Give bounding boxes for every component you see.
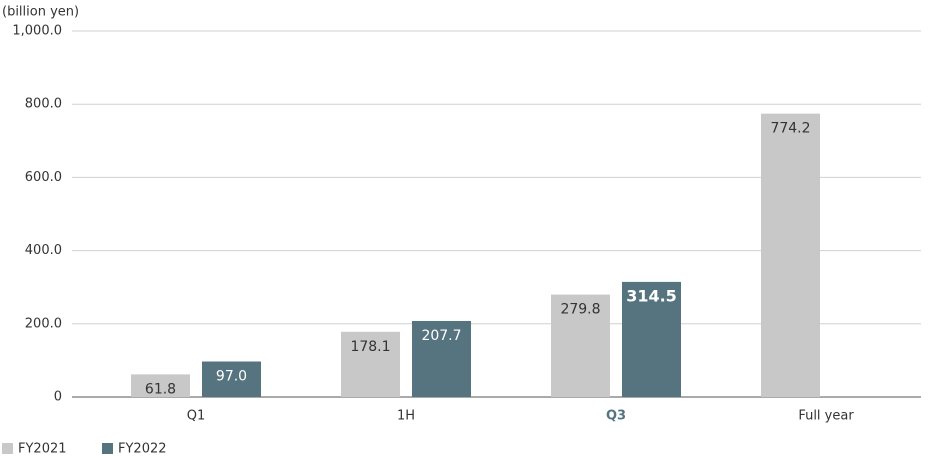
bar xyxy=(412,320,471,397)
value-label: 774.2 xyxy=(770,121,810,137)
legend-swatch xyxy=(102,443,113,454)
legend-label: FY2021 xyxy=(18,442,67,456)
value-label: 97.0 xyxy=(216,368,247,384)
y-tick-label: 600.0 xyxy=(25,170,62,185)
y-tick-label: 1,000.0 xyxy=(12,24,62,39)
bar xyxy=(622,281,681,397)
y-tick-label: 800.0 xyxy=(25,97,62,112)
bar xyxy=(341,331,400,397)
bar xyxy=(202,361,261,397)
x-tick-label: 1H xyxy=(397,409,415,424)
legend-label: FY2022 xyxy=(118,442,167,456)
value-label: 61.8 xyxy=(145,381,176,397)
y-tick-label: 400.0 xyxy=(25,243,62,258)
bar xyxy=(131,374,190,397)
x-tick-label: Q3 xyxy=(606,409,626,424)
value-label: 207.7 xyxy=(421,328,461,344)
value-label: 178.1 xyxy=(350,339,390,355)
bar xyxy=(761,113,820,398)
legend-swatch xyxy=(2,443,13,454)
x-tick-label: Q1 xyxy=(187,409,206,424)
value-label: 279.8 xyxy=(560,302,600,318)
y-tick-label: 0 xyxy=(54,390,62,405)
value-label: 314.5 xyxy=(626,286,677,305)
y-axis-label: (billion yen) xyxy=(2,5,79,20)
y-tick-label: 200.0 xyxy=(25,316,62,331)
bar xyxy=(551,294,610,397)
x-tick-label: Full year xyxy=(798,409,854,424)
